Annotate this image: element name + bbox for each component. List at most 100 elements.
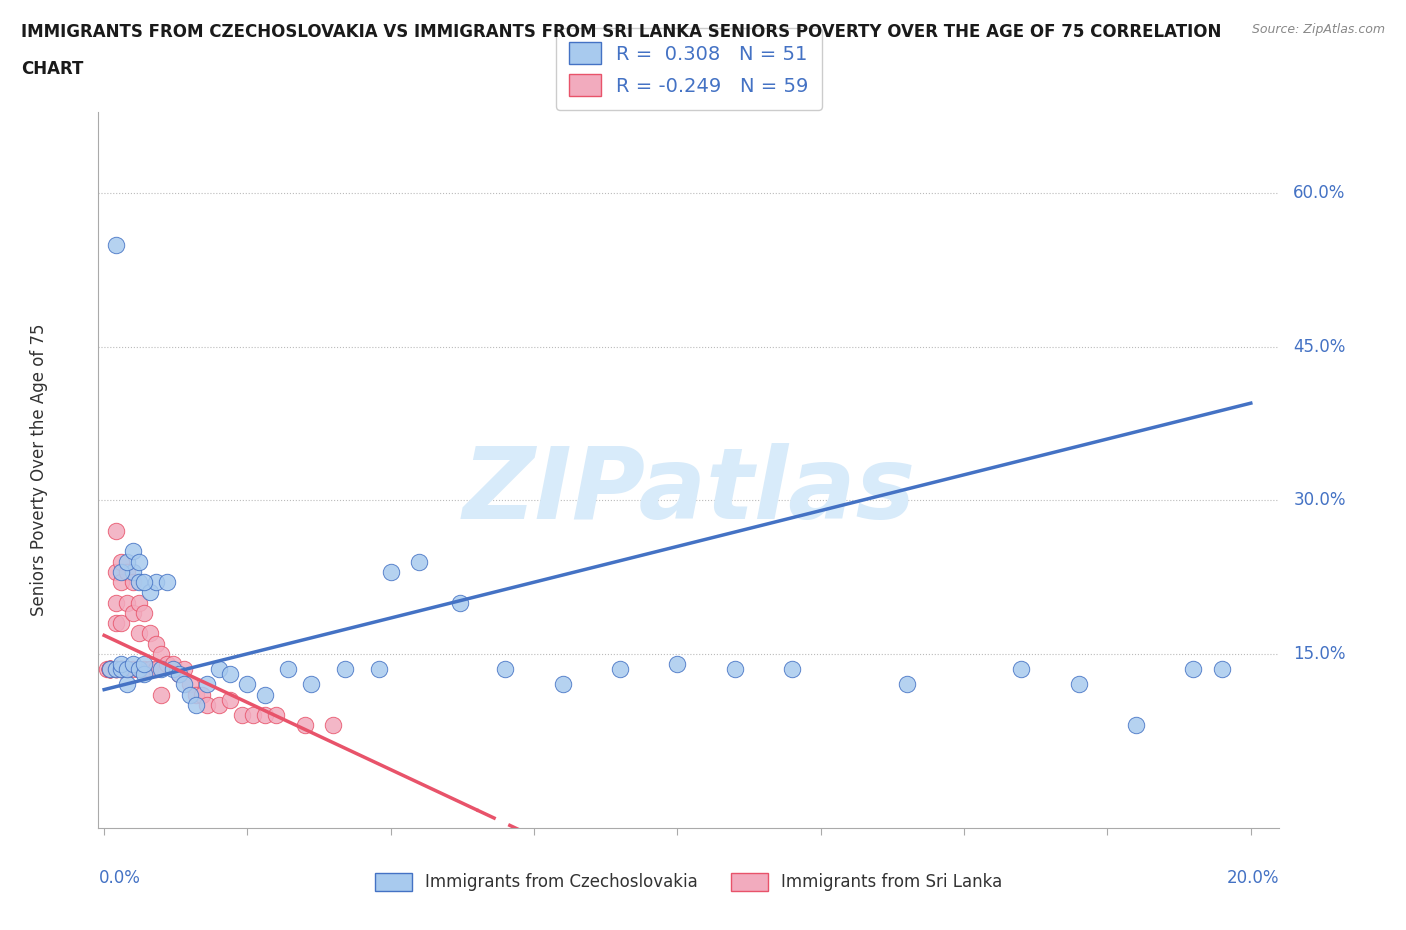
Point [98, 662, 121, 677]
Point [104, 662, 127, 677]
Point [724, 662, 747, 677]
Point [208, 662, 231, 677]
Point [162, 662, 184, 677]
Point [110, 662, 132, 677]
Point [1011, 662, 1033, 677]
Point [173, 662, 195, 677]
Point [380, 565, 402, 579]
Point [173, 677, 195, 692]
Point [264, 708, 287, 723]
Point [294, 718, 316, 733]
Point [121, 544, 143, 559]
Point [156, 575, 179, 590]
Point [896, 677, 918, 692]
Point [195, 677, 218, 692]
Point [145, 575, 167, 590]
Text: Source: ZipAtlas.com: Source: ZipAtlas.com [1251, 23, 1385, 36]
Point [115, 565, 138, 579]
Point [150, 646, 173, 661]
Point [121, 662, 143, 677]
Point [184, 698, 207, 712]
Point [128, 662, 150, 677]
Point [96, 662, 118, 677]
Point [333, 662, 356, 677]
Point [110, 662, 132, 677]
Point [219, 667, 242, 682]
Point [195, 698, 218, 712]
Text: 15.0%: 15.0% [1294, 644, 1346, 663]
Point [179, 687, 201, 702]
Point [495, 662, 517, 677]
Point [98, 662, 121, 677]
Text: 30.0%: 30.0% [1294, 491, 1346, 510]
Point [104, 565, 127, 579]
Point [98, 662, 121, 677]
Point [190, 687, 212, 702]
Point [253, 708, 276, 723]
Text: ZIPatlas: ZIPatlas [463, 443, 915, 539]
Point [98, 662, 121, 677]
Point [150, 687, 173, 702]
Point [156, 657, 179, 671]
Point [98, 662, 121, 677]
Point [150, 662, 173, 677]
Point [110, 657, 132, 671]
Point [1067, 677, 1090, 692]
Point [231, 708, 253, 723]
Point [253, 687, 276, 702]
Point [208, 698, 231, 712]
Point [128, 626, 150, 641]
Point [134, 605, 156, 620]
Text: 45.0%: 45.0% [1294, 338, 1346, 356]
Point [98, 662, 121, 677]
Point [242, 708, 264, 723]
Point [110, 662, 132, 677]
Point [115, 662, 138, 677]
Legend: Immigrants from Czechoslovakia, Immigrants from Sri Lanka: Immigrants from Czechoslovakia, Immigran… [368, 866, 1010, 898]
Point [104, 662, 127, 677]
Point [167, 667, 190, 682]
Point [134, 667, 156, 682]
Point [134, 575, 156, 590]
Point [128, 575, 150, 590]
Point [110, 565, 132, 579]
Point [179, 677, 201, 692]
Point [104, 616, 127, 631]
Point [145, 662, 167, 677]
Point [121, 575, 143, 590]
Point [104, 595, 127, 610]
Point [1211, 662, 1233, 677]
Text: Seniors Poverty Over the Age of 75: Seniors Poverty Over the Age of 75 [31, 324, 48, 616]
Point [139, 662, 162, 677]
Point [104, 524, 127, 538]
Point [145, 636, 167, 651]
Point [780, 662, 803, 677]
Point [110, 554, 132, 569]
Point [128, 595, 150, 610]
Point [609, 662, 631, 677]
Point [110, 662, 132, 677]
Text: 0.0%: 0.0% [98, 870, 141, 887]
Point [115, 595, 138, 610]
Text: 20.0%: 20.0% [1227, 870, 1279, 887]
Point [162, 657, 184, 671]
Point [98, 662, 121, 677]
Point [98, 662, 121, 677]
Point [98, 662, 121, 677]
Point [121, 605, 143, 620]
Point [236, 677, 259, 692]
Point [1182, 662, 1205, 677]
Point [551, 677, 574, 692]
Text: 60.0%: 60.0% [1294, 184, 1346, 203]
Point [115, 662, 138, 677]
Point [299, 677, 322, 692]
Point [322, 718, 344, 733]
Point [134, 657, 156, 671]
Point [98, 662, 121, 677]
Point [666, 657, 689, 671]
Text: CHART: CHART [21, 60, 83, 78]
Point [98, 662, 121, 677]
Point [167, 667, 190, 682]
Point [121, 565, 143, 579]
Point [128, 554, 150, 569]
